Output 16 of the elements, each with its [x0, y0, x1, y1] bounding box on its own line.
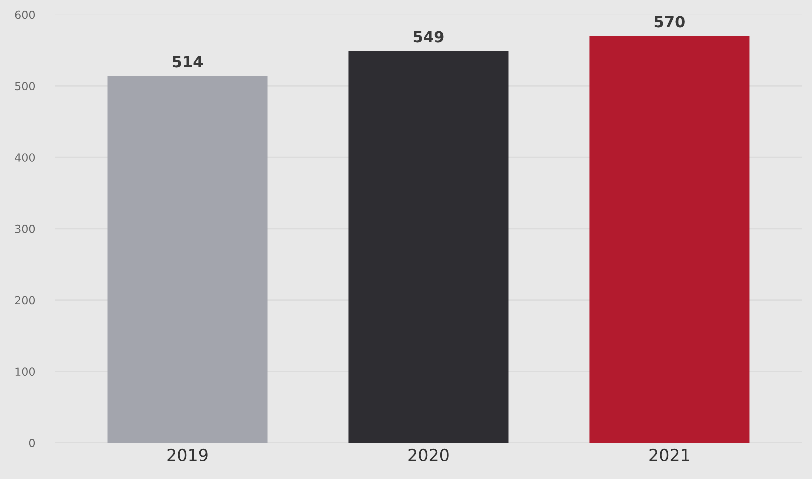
data-label: 514 — [172, 56, 203, 68]
data-label: 549 — [414, 31, 444, 43]
y-tick-label: 600 — [15, 10, 36, 20]
x-tick-label: 2020 — [408, 448, 449, 462]
bar — [348, 51, 509, 444]
y-tick-label: 100 — [16, 368, 36, 376]
y-tick-label: 500 — [15, 82, 36, 91]
y-tick-label: 400 — [15, 154, 36, 162]
y-tick-label: 300 — [15, 224, 36, 234]
bar — [108, 76, 268, 444]
y-tick-label: 200 — [15, 296, 36, 305]
data-label: 570 — [654, 16, 685, 28]
x-tick-label: 2019 — [168, 448, 208, 462]
bar — [590, 36, 750, 444]
x-tick-label: 2021 — [650, 448, 690, 462]
y-tick-label: 0 — [29, 439, 36, 448]
